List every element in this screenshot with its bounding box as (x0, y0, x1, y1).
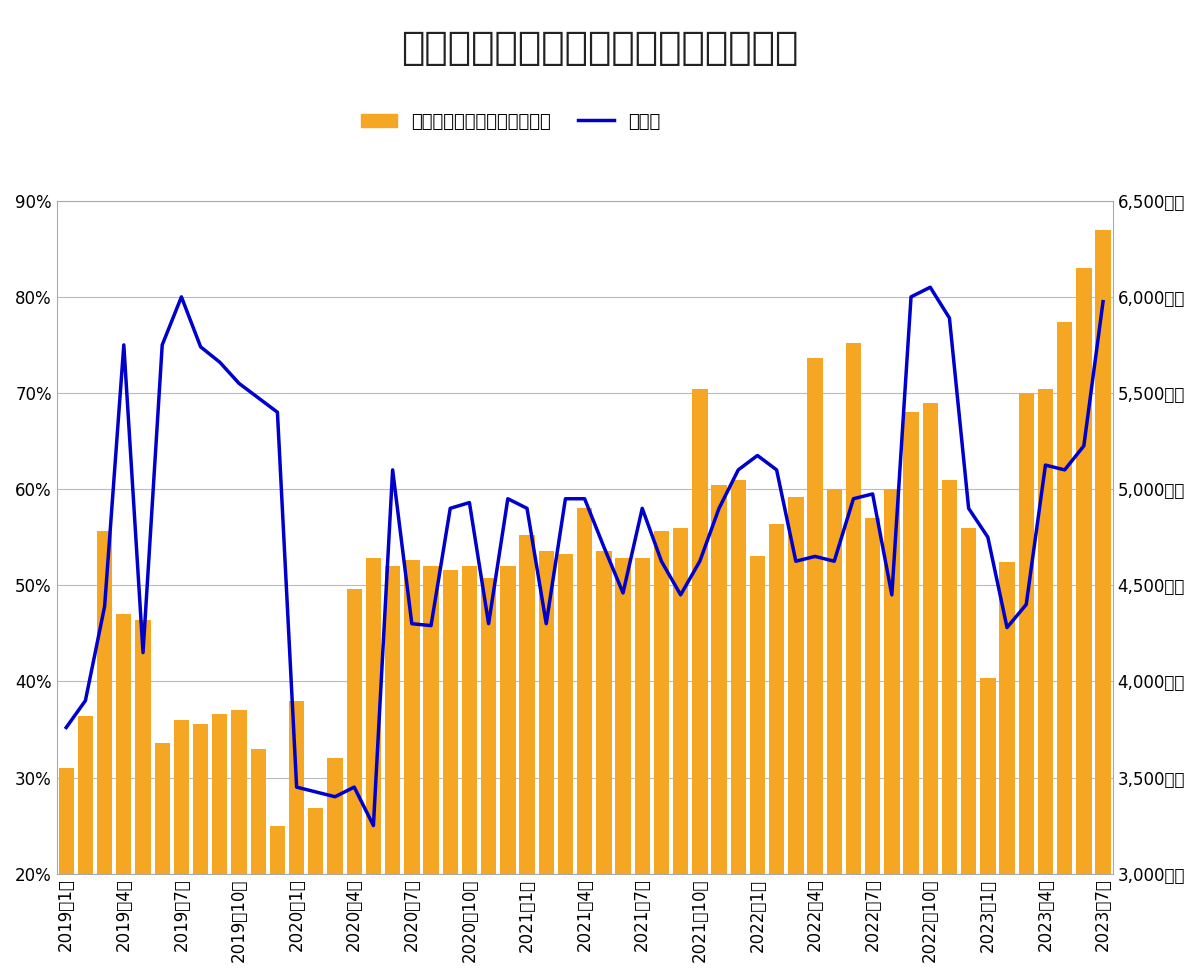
Bar (980, 677, 996, 873)
Bar (443, 570, 458, 873)
Bar (366, 558, 382, 873)
Bar (232, 710, 247, 873)
Bar (462, 566, 478, 873)
Bar (635, 558, 650, 873)
Bar (500, 566, 516, 873)
Bar (865, 518, 881, 873)
Bar (347, 589, 362, 873)
Bar (136, 619, 151, 873)
Bar (712, 486, 727, 873)
Bar (961, 528, 977, 873)
Bar (846, 343, 862, 873)
Bar (827, 489, 842, 873)
Bar (308, 808, 324, 873)
Bar (904, 412, 919, 873)
Bar (750, 557, 766, 873)
Bar (1000, 562, 1015, 873)
Text: 近畿圏の新築マンション価格・契約率: 近畿圏の新築マンション価格・契約率 (401, 29, 799, 67)
Bar (769, 524, 785, 873)
Bar (923, 403, 938, 873)
Bar (1057, 321, 1073, 873)
Bar (155, 743, 170, 873)
Bar (270, 826, 286, 873)
Bar (1076, 268, 1092, 873)
Bar (251, 748, 266, 873)
Legend: 新築マンション価格（万円）, 契約率: 新築マンション価格（万円）, 契約率 (353, 106, 668, 138)
Bar (212, 714, 228, 873)
Bar (942, 480, 958, 873)
Bar (1038, 389, 1054, 873)
Bar (289, 701, 305, 873)
Bar (1019, 393, 1034, 873)
Bar (808, 359, 823, 873)
Bar (328, 758, 343, 873)
Bar (481, 577, 497, 873)
Bar (97, 531, 113, 873)
Bar (654, 531, 670, 873)
Bar (520, 535, 535, 873)
Bar (404, 560, 420, 873)
Bar (558, 555, 574, 873)
Bar (731, 480, 746, 873)
Bar (78, 716, 94, 873)
Bar (59, 768, 74, 873)
Bar (539, 551, 554, 873)
Bar (116, 615, 132, 873)
Bar (385, 566, 401, 873)
Bar (193, 724, 209, 873)
Bar (1096, 230, 1111, 873)
Bar (692, 389, 708, 873)
Bar (424, 566, 439, 873)
Bar (596, 551, 612, 873)
Bar (577, 508, 593, 873)
Bar (673, 528, 689, 873)
Bar (884, 489, 900, 873)
Bar (788, 497, 804, 873)
Bar (616, 558, 631, 873)
Bar (174, 720, 190, 873)
